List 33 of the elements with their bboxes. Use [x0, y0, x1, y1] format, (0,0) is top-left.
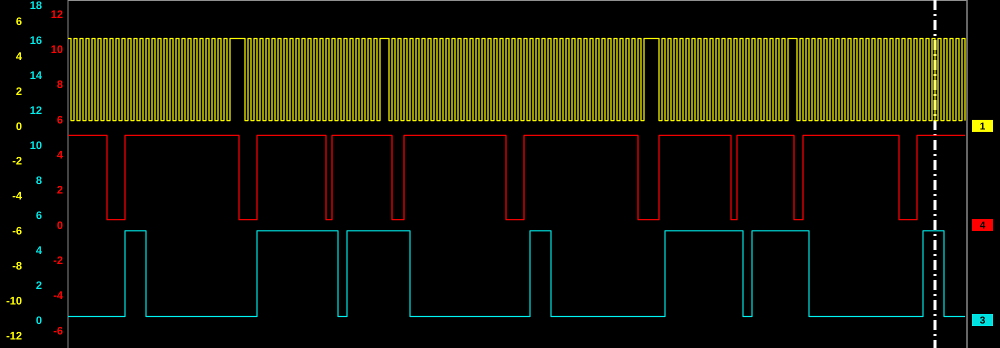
y2-tick-label: 12	[30, 105, 42, 118]
y3-tick-label: 8	[56, 79, 63, 92]
y-tick-label: 6	[16, 16, 22, 28]
y2-tick-label: 18	[30, 0, 42, 12]
y-tick-label: 0	[16, 120, 22, 133]
y3-tick-label: -2	[53, 254, 63, 267]
y2-tick-label: 0	[36, 314, 42, 327]
y3-tick-label: -6	[53, 325, 63, 338]
y3-tick-label: 6	[56, 114, 63, 126]
series-label: 3	[980, 316, 986, 327]
y2-tick-label: 10	[30, 140, 42, 152]
y-tick-label: 2	[16, 86, 22, 98]
y-tick-label: -12	[6, 330, 22, 343]
y2-tick-label: 8	[36, 174, 42, 187]
y3-tick-label: 2	[56, 184, 63, 197]
y3-tick-label: 12	[50, 8, 63, 21]
y2-tick-label: 16	[30, 35, 42, 48]
y-tick-label: -10	[6, 296, 22, 308]
text: 4	[980, 220, 986, 232]
y3-tick-label: 4	[56, 150, 64, 162]
y-tick-label: -2	[12, 156, 22, 168]
y3-tick-label: 10	[50, 44, 63, 56]
y2-tick-label: 4	[36, 244, 43, 257]
y-tick-label: -4	[12, 190, 23, 203]
y2-tick-label: 14	[30, 70, 43, 82]
y-tick-label: 4	[16, 50, 23, 63]
y3-tick-label: 0	[56, 220, 63, 232]
series-label: 1	[980, 121, 986, 132]
y2-tick-label: 6	[36, 210, 42, 222]
y-tick-label: -6	[12, 226, 22, 238]
y2-tick-label: 2	[36, 280, 42, 292]
y3-tick-label: -4	[53, 290, 64, 302]
y-tick-label: -8	[12, 260, 22, 273]
